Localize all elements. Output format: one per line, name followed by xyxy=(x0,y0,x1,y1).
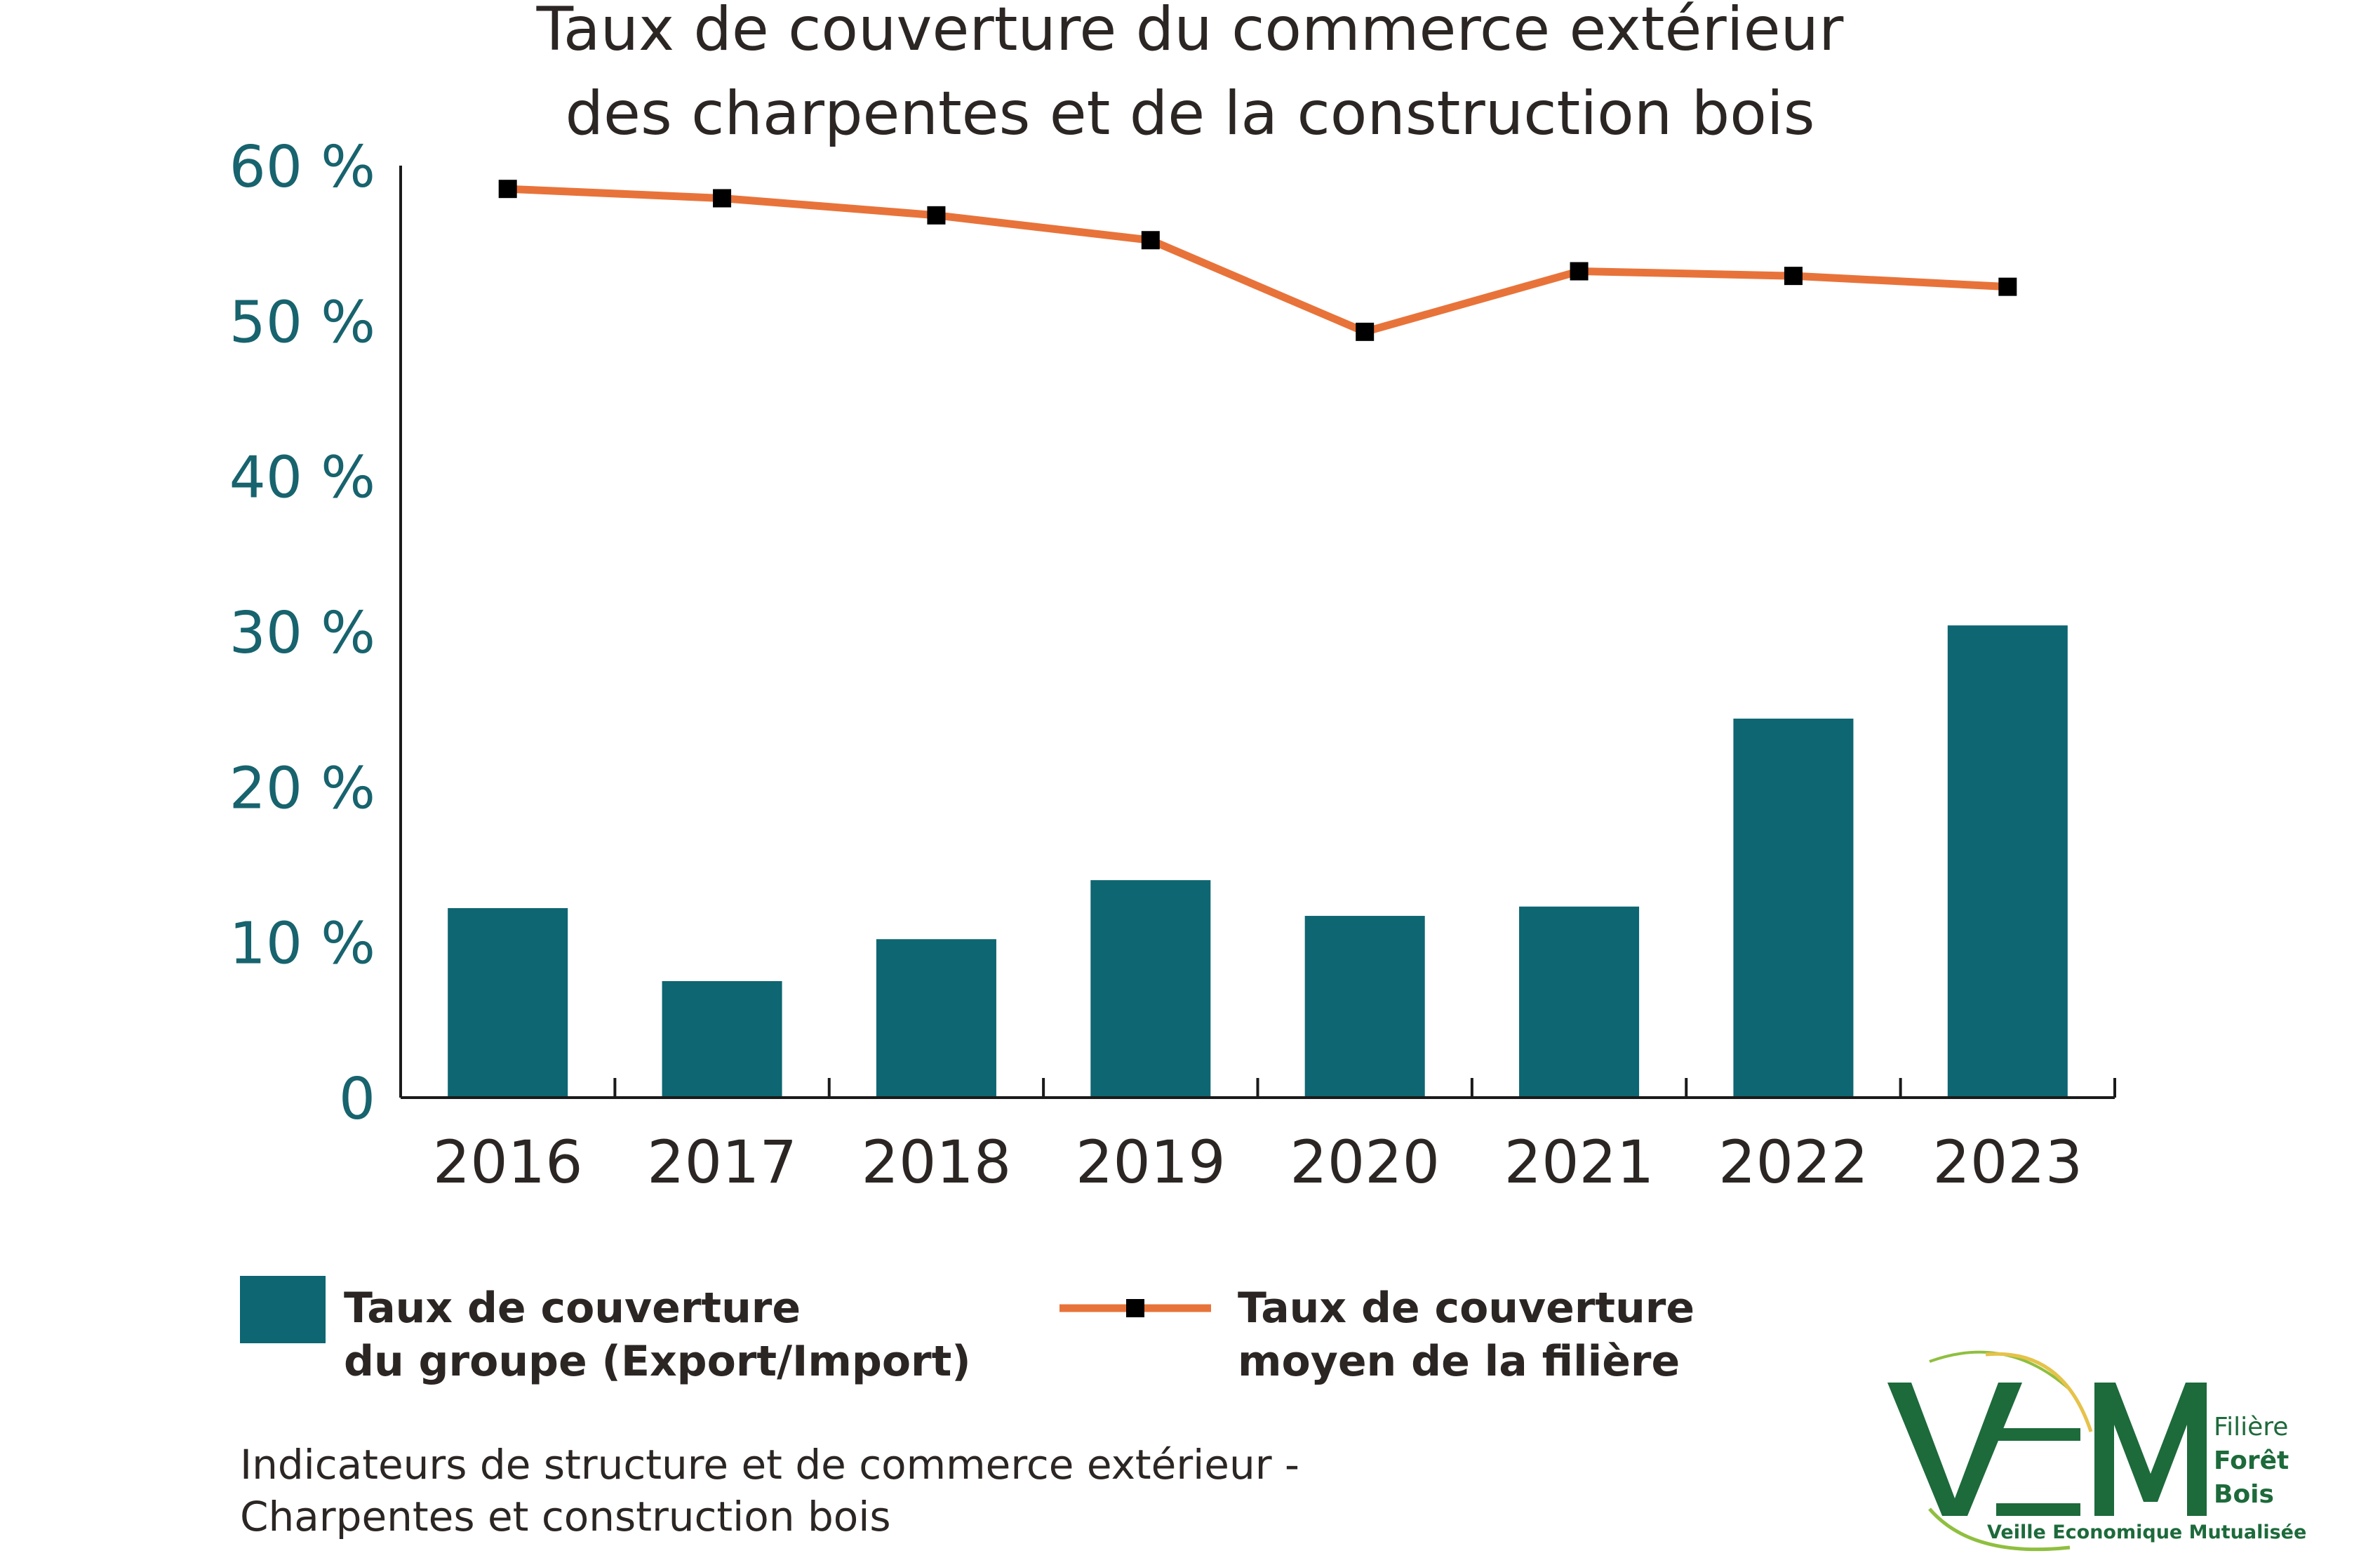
logo-letter-v xyxy=(1887,1383,2022,1516)
y-tick-label: 30 % xyxy=(229,600,375,667)
line-series-filiere xyxy=(507,185,2008,336)
x-tick-label: 2018 xyxy=(862,1128,1012,1197)
x-tick-label: 2019 xyxy=(1076,1128,1226,1197)
x-tick-label: 2021 xyxy=(1504,1128,1654,1197)
logo-side-text-2: Forêt xyxy=(2214,1446,2289,1475)
logo-letter-e-bottom xyxy=(1996,1503,2080,1516)
logo-side-text-1: Filière xyxy=(2214,1413,2289,1442)
logo-letter-e-middle xyxy=(1989,1428,2080,1441)
bar-2018 xyxy=(876,939,996,1098)
line-point-2018 xyxy=(927,206,946,225)
legend-bar-label: Taux de couverture du groupe (Export/Imp… xyxy=(344,1281,971,1388)
x-tick-label: 2020 xyxy=(1290,1128,1440,1197)
bar-2017 xyxy=(662,981,782,1098)
logo-side-text-3: Bois xyxy=(2214,1480,2274,1509)
line-point-2021 xyxy=(1570,262,1589,281)
x-tick-label: 2016 xyxy=(433,1128,583,1197)
x-tick-label: 2022 xyxy=(1718,1128,1868,1197)
caption: Indicateurs de structure et de commerce … xyxy=(240,1439,1299,1543)
line-point-2016 xyxy=(498,180,517,199)
logo-tagline: Veille Economique Mutualisée xyxy=(1987,1522,2307,1543)
x-tick-label: 2023 xyxy=(1932,1128,2082,1197)
chart-title-line-2: des charpentes et de la construction boi… xyxy=(565,79,1815,149)
legend-line-marker xyxy=(1126,1299,1144,1317)
vem-logo-graphic xyxy=(1887,1350,2207,1552)
y-tick-label: 0 xyxy=(339,1066,375,1133)
line-point-2017 xyxy=(713,189,732,208)
y-tick-label: 50 % xyxy=(229,289,375,356)
logo-swoosh-yellow xyxy=(1985,1352,2093,1432)
legend-bar-label-line-1: Taux de couverture xyxy=(344,1284,801,1333)
bar-2022 xyxy=(1733,718,1854,1098)
line-point-2023 xyxy=(1998,277,2017,296)
line-point-2022 xyxy=(1784,267,1803,286)
bar-2023 xyxy=(1947,625,2068,1098)
legend-line-label-line-2: moyen de la filière xyxy=(1238,1337,1680,1386)
y-tick-label: 60 % xyxy=(229,134,375,201)
legend-bar-swatch xyxy=(240,1276,326,1343)
logo-letter-m xyxy=(2094,1383,2207,1516)
logo-side-text: Filière Forêt Bois xyxy=(2214,1411,2289,1512)
caption-line-1: Indicateurs de structure et de commerce … xyxy=(240,1441,1299,1489)
y-tick-label: 40 % xyxy=(229,445,375,512)
caption-line-2: Charpentes et construction bois xyxy=(240,1493,891,1540)
bar-2016 xyxy=(448,907,568,1098)
y-tick-label: 20 % xyxy=(229,755,375,822)
legend-line-label-line-1: Taux de couverture xyxy=(1238,1284,1695,1333)
legend-line-label: Taux de couverture moyen de la filière xyxy=(1238,1281,1694,1388)
y-tick-label: 10 % xyxy=(229,911,375,978)
legend-bar-label-line-2: du groupe (Export/Import) xyxy=(344,1337,971,1386)
chart-title-line-1: Taux de couverture du commerce extérieur xyxy=(536,0,1844,65)
x-tick-label: 2017 xyxy=(647,1128,797,1197)
bar-2021 xyxy=(1519,906,1640,1098)
line-point-2019 xyxy=(1141,231,1160,250)
bar-2019 xyxy=(1090,880,1211,1098)
bar-2020 xyxy=(1304,916,1425,1098)
line-point-2020 xyxy=(1356,322,1375,341)
